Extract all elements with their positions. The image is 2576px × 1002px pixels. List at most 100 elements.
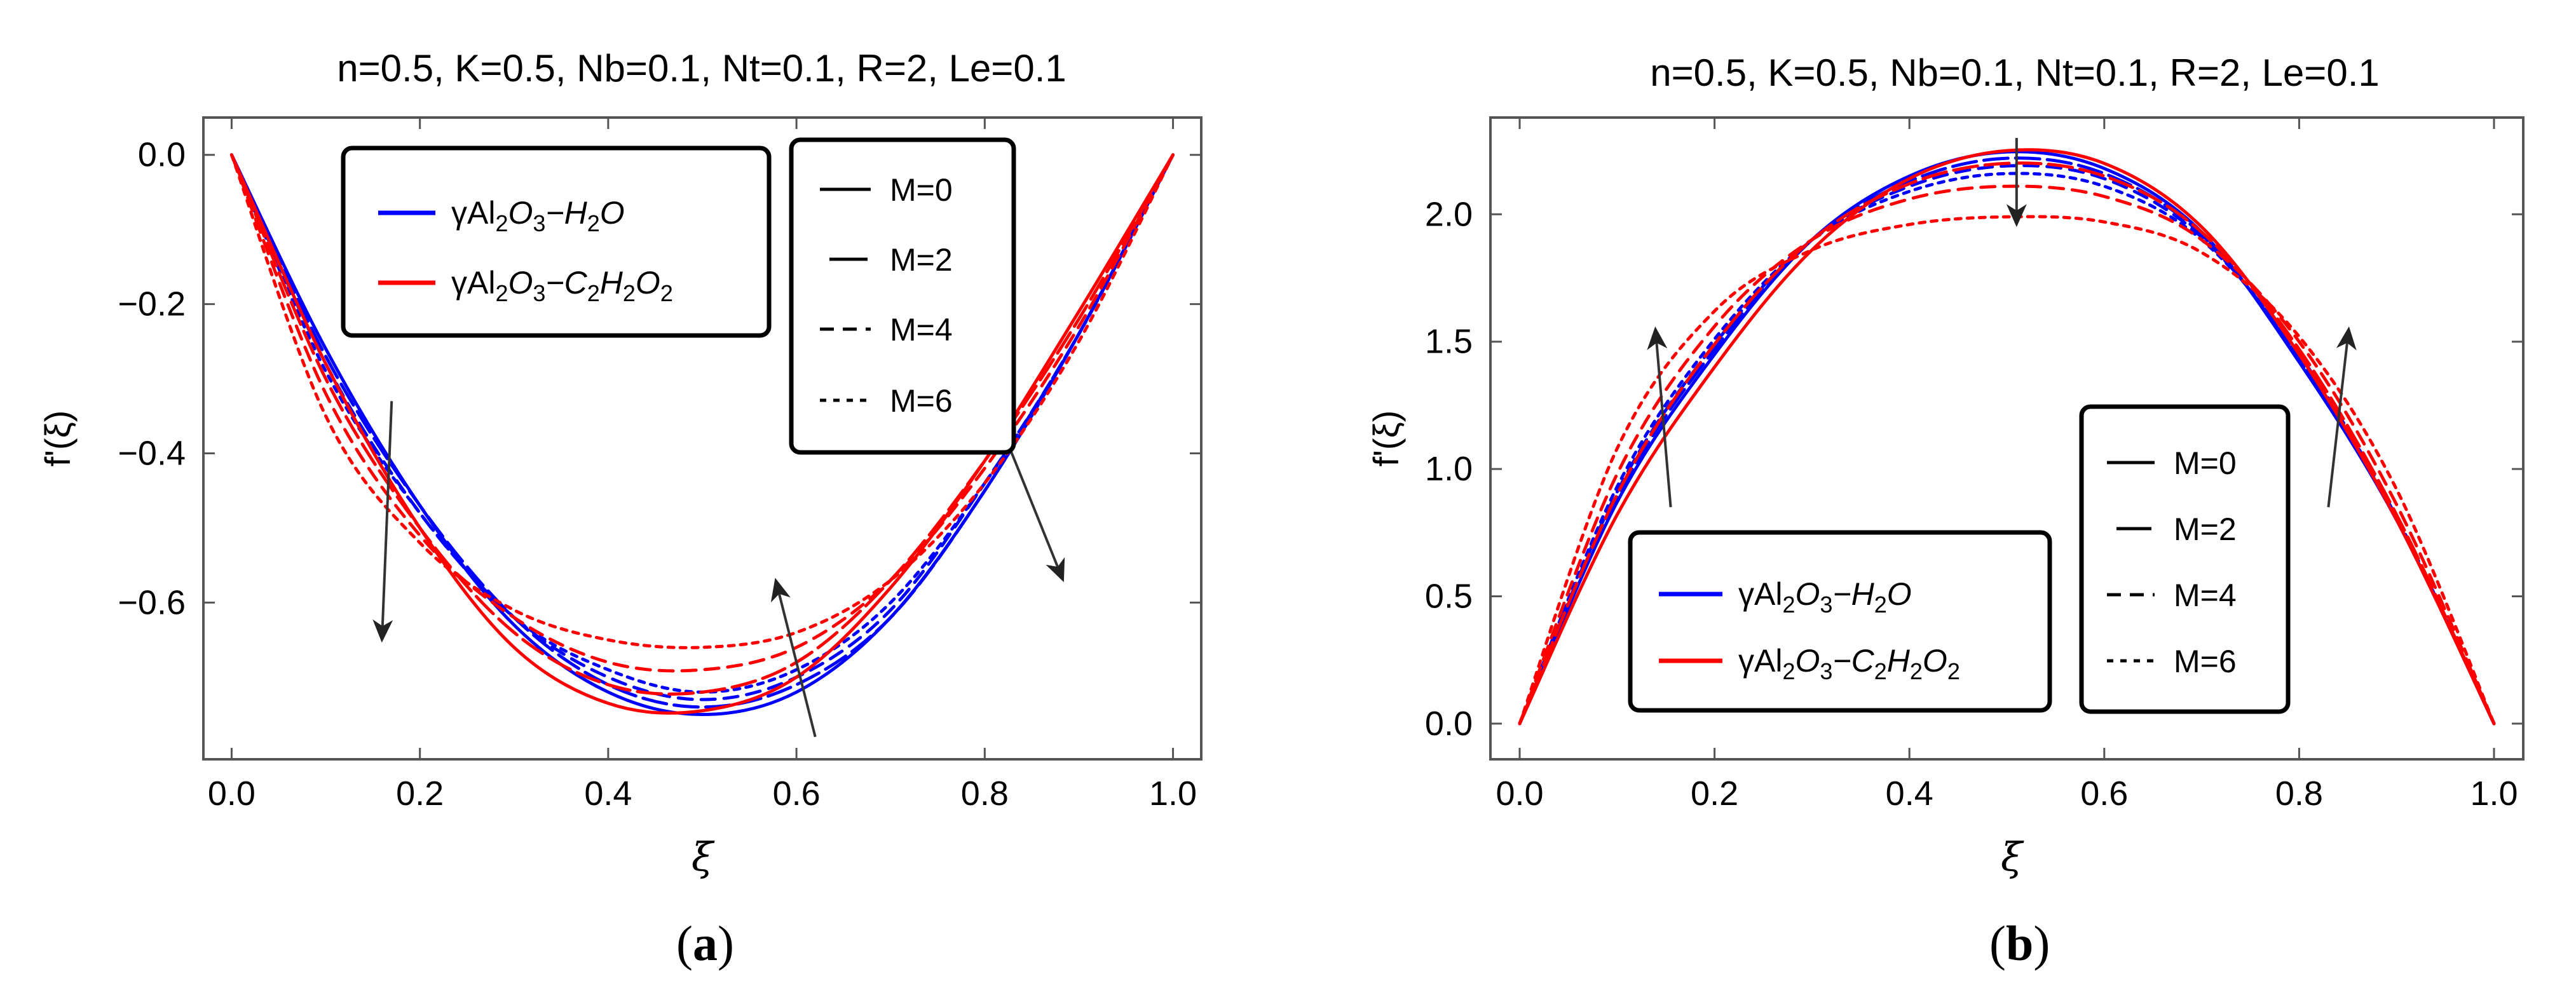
chart-a-legend-formula-part: 2 xyxy=(495,210,508,236)
chart-a-series-c2h2o2-m0 xyxy=(229,153,1175,715)
chart-panel-b: n=0.5, K=0.5, Nb=0.1, Nt=0.1, R=2, Le=0.… xyxy=(1366,51,2525,880)
caption-b-open: ( xyxy=(1989,916,2006,971)
chart-b-xtick-label: 0.6 xyxy=(2080,775,2128,813)
chart-b-ylabel: f'(ξ) xyxy=(1366,410,1406,467)
chart-a-title: n=0.5, K=0.5, Nb=0.1, Nt=0.1, R=2, Le=0.… xyxy=(337,47,1067,90)
chart-b-legend-label-c2h2o2: γAl2O3−C2H2O2 xyxy=(1738,643,1960,684)
chart-a-series-c2h2o2-m6 xyxy=(229,153,1175,649)
chart-a-m-label-3: M=6 xyxy=(890,383,953,419)
chart-b-legend-formula-part: 2 xyxy=(1782,658,1795,684)
chart-b-series-c2h2o2-m4 xyxy=(1518,184,2496,726)
chart-a-legend-formula-part: O xyxy=(508,265,533,301)
chart-a-series-h2o-m2 xyxy=(229,153,1175,709)
chart-b-yticks: 0.0 0.5 1.0 1.5 2.0 xyxy=(1425,195,2523,743)
chart-b-xticks: 0.0 0.2 0.4 0.6 0.8 1.0 xyxy=(1496,118,2518,813)
chart-a-arrow-1 xyxy=(770,578,817,738)
chart-b-legend-formula-part: O xyxy=(1923,643,1947,679)
chart-b-m-label-1: M=2 xyxy=(2174,511,2237,547)
chart-b-arrow-2 xyxy=(2327,326,2357,508)
chart-a-m-legend: M=0 M=2 M=4 M=6 xyxy=(789,137,1016,455)
chart-a-xtick-label: 0.0 xyxy=(208,775,256,813)
chart-a-xtick-label: 0.4 xyxy=(584,775,632,813)
chart-b-legend-formula-part: O xyxy=(1796,576,1820,612)
chart-a-frame xyxy=(202,116,1203,761)
chart-b-xtick-label: 1.0 xyxy=(2470,775,2518,813)
chart-b-m-label-3: M=6 xyxy=(2174,644,2237,679)
chart-a-xtick-label: 0.2 xyxy=(396,775,444,813)
chart-b-fluid-legend: γAl2O3−H2O γAl2O3−C2H2O2 xyxy=(1628,530,2052,713)
chart-a-series-layer xyxy=(229,153,1175,717)
chart-b-legend-formula-part: 2 xyxy=(1874,658,1887,684)
chart-a-xlabel: ξ xyxy=(692,834,715,880)
caption-b: (b) xyxy=(1989,915,2050,972)
chart-a-legend-formula-part: O xyxy=(600,195,625,231)
chart-a-legend-formula-part: −C xyxy=(545,265,587,301)
chart-b-legend-formula-part: 3 xyxy=(1820,658,1832,684)
chart-b-legend-formula-part: O xyxy=(1887,576,1912,612)
chart-b-xtick-label: 0.8 xyxy=(2275,775,2323,813)
chart-b-series-c2h2o2-m0 xyxy=(1518,148,2496,726)
chart-b-legend-formula-part: −C xyxy=(1832,643,1874,679)
chart-a-legend-label-c2h2o2: γAl2O3−C2H2O2 xyxy=(451,265,673,306)
chart-a-legend-formula-part: 2 xyxy=(587,280,600,306)
chart-b-m-label-2: M=4 xyxy=(2174,578,2237,613)
chart-a-m-legend-box xyxy=(789,137,1016,455)
chart-b-legend-formula-part: 3 xyxy=(1820,592,1832,618)
chart-b-legend-formula-part: 2 xyxy=(1910,658,1923,684)
chart-a-xticks: 0.0 0.2 0.4 0.6 0.8 1.0 xyxy=(208,118,1197,813)
chart-b-arrows-layer xyxy=(1647,138,2357,508)
chart-a-ylabel: f'(ξ) xyxy=(37,410,78,467)
chart-a-xtick-label: 0.8 xyxy=(961,775,1009,813)
chart-b-legend-formula-part: 2 xyxy=(1782,592,1795,618)
chart-a-xtick-label: 1.0 xyxy=(1149,775,1197,813)
caption-b-close: ) xyxy=(2033,916,2050,971)
chart-b-legend-formula-part: 2 xyxy=(1874,592,1887,618)
chart-a-m-label-0: M=0 xyxy=(890,172,953,208)
chart-b-series-c2h2o2-m2 xyxy=(1518,161,2496,726)
chart-a-legend-formula-part: 2 xyxy=(495,280,508,306)
chart-b-series-layer xyxy=(1518,148,2496,726)
chart-b-xtick-label: 0.2 xyxy=(1691,775,1738,813)
chart-b-arrow-0 xyxy=(1647,326,1672,508)
caption-a-letter: a xyxy=(692,916,718,971)
chart-b-xtick-label: 0.0 xyxy=(1496,775,1543,813)
chart-a-yticks: 0.0 −0.2 −0.4 −0.6 xyxy=(118,136,1201,621)
chart-a-legend-formula-part: 3 xyxy=(533,210,545,236)
chart-b-legend-formula-part: −H xyxy=(1832,576,1874,612)
chart-b-xtick-label: 0.4 xyxy=(1886,775,1933,813)
chart-b-m-legend: M=0 M=2 M=4 M=6 xyxy=(2079,404,2291,714)
chart-b-ytick-label: 1.0 xyxy=(1425,450,1473,488)
caption-a: (a) xyxy=(676,915,734,972)
chart-b-title: n=0.5, K=0.5, Nb=0.1, Nt=0.1, R=2, Le=0.… xyxy=(1650,51,2380,94)
chart-a-m-label-1: M=2 xyxy=(890,242,953,278)
caption-b-letter: b xyxy=(2005,916,2034,971)
chart-panel-a: n=0.5, K=0.5, Nb=0.1, Nt=0.1, R=2, Le=0.… xyxy=(37,47,1203,880)
chart-b-m-label-0: M=0 xyxy=(2174,445,2237,481)
chart-a-series-c2h2o2-m4 xyxy=(229,153,1175,673)
caption-a-close: ) xyxy=(717,916,734,971)
chart-b-legend-formula-part: γAl xyxy=(1738,576,1782,612)
chart-a-ytick-label: −0.6 xyxy=(118,583,186,621)
chart-a-xtick-label: 0.6 xyxy=(773,775,821,813)
chart-a-legend-formula-part: γAl xyxy=(451,195,495,231)
chart-a-legend-formula-part: 2 xyxy=(623,280,636,306)
chart-a-legend-formula-part: γAl xyxy=(451,265,495,301)
chart-a-series-c2h2o2-m2 xyxy=(229,153,1175,696)
chart-a-legend-formula-part: −H xyxy=(545,195,587,231)
chart-b-frame xyxy=(1489,116,2525,761)
caption-a-open: ( xyxy=(676,916,693,971)
chart-b-m-legend-box xyxy=(2079,404,2291,714)
chart-b-ytick-label: 0.5 xyxy=(1425,577,1473,615)
chart-a-legend-label-h2o: γAl2O3−H2O xyxy=(451,195,625,236)
chart-a-legend-formula-part: O xyxy=(508,195,533,231)
chart-b-legend-label-h2o: γAl2O3−H2O xyxy=(1738,576,1912,618)
chart-b-legend-formula-part: γAl xyxy=(1738,643,1782,679)
chart-a-legend-formula-part: O xyxy=(636,265,660,301)
chart-b-ytick-label: 0.0 xyxy=(1425,705,1473,743)
chart-a-ytick-label: 0.0 xyxy=(138,136,186,174)
chart-b-fluid-legend-box xyxy=(1628,530,2052,713)
chart-a-m-label-2: M=4 xyxy=(890,312,953,348)
chart-a-legend-formula-part: 2 xyxy=(660,280,673,306)
chart-a-arrow-0 xyxy=(372,401,393,643)
